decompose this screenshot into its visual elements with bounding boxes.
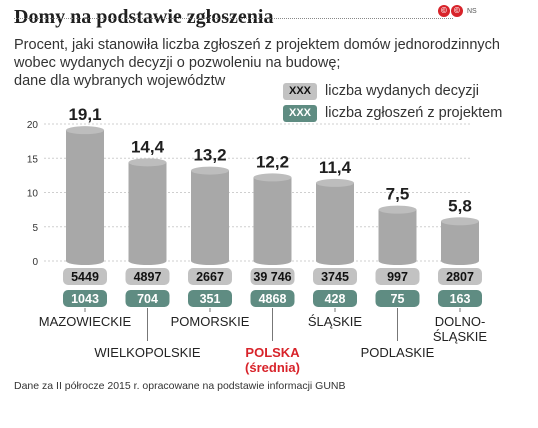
bar-top <box>128 158 167 167</box>
legend-label: liczba wydanych decyzji <box>325 83 479 99</box>
decisions-pill-value: 4897 <box>134 270 162 284</box>
category-label: POLSKA <box>245 345 300 360</box>
bar <box>66 130 104 265</box>
bar-top <box>253 173 292 182</box>
bar-top <box>191 166 229 175</box>
data-label: 13,2 <box>193 146 226 165</box>
data-label: 12,2 <box>256 152 289 171</box>
bar <box>191 170 229 265</box>
decisions-pill-value: 5449 <box>71 270 99 284</box>
bar <box>128 162 167 265</box>
data-label: 5,8 <box>448 196 472 215</box>
notifications-pill-value: 428 <box>325 292 346 306</box>
notifications-pill <box>250 290 295 307</box>
category-label: ŚLĄSKIE <box>433 329 488 344</box>
category-label: ŚLĄSKIE <box>308 314 363 329</box>
decisions-pill-value: 3745 <box>321 270 349 284</box>
legend-label: liczba zgłoszeń z projektem <box>325 105 503 121</box>
subtitle-line: dane dla wybranych województw <box>14 73 226 89</box>
bar-top <box>441 217 479 226</box>
notifications-pill-value: 1043 <box>71 292 99 306</box>
category-label: WIELKOPOLSKIE <box>94 345 201 360</box>
decisions-pill-value: 39 746 <box>253 270 291 284</box>
chart-title: Domy na podstawie zgłoszenia <box>14 6 274 28</box>
decisions-pill-value: 2807 <box>446 270 474 284</box>
category-label: PODLASKIE <box>361 345 435 360</box>
bar <box>316 182 354 265</box>
y-tick-label: 20 <box>27 120 39 131</box>
notifications-pill <box>63 290 107 307</box>
category-label: (średnia) <box>245 360 300 375</box>
decisions-pill <box>313 268 357 285</box>
data-label: 11,4 <box>319 158 352 177</box>
category-label: MAZOWIECKIE <box>39 314 132 329</box>
y-tick-label: 10 <box>27 189 39 200</box>
decisions-pill-value: 2667 <box>196 270 224 284</box>
notifications-pill-value: 163 <box>450 292 471 306</box>
legend-item-notifications: XXX liczba zgłoszeń z projektem <box>283 102 502 124</box>
y-tick-label: 5 <box>32 223 38 234</box>
notifications-pill <box>375 290 420 307</box>
notifications-pill <box>313 290 357 307</box>
decisions-pill <box>188 268 232 285</box>
chart-subtitle: Procent, jaki stanowiła liczba zgłoszeń … <box>14 36 500 90</box>
notifications-pill-value: 75 <box>391 292 405 306</box>
subtitle-line: wobec wydanych decyzji o pozwoleniu na b… <box>14 55 341 71</box>
logo-text: NS <box>467 7 477 15</box>
legend-swatch: XXX <box>283 82 317 100</box>
legend-swatch: XXX <box>283 104 317 122</box>
decisions-pill <box>125 268 170 285</box>
notifications-pill <box>188 290 232 307</box>
notifications-pill <box>125 290 170 307</box>
copyright-icon-2: © <box>451 5 463 17</box>
notifications-pill <box>438 290 482 307</box>
bar <box>253 177 292 265</box>
category-label: DOLNO- <box>435 314 486 329</box>
notifications-pill-value: 704 <box>137 292 158 306</box>
bar <box>378 209 417 265</box>
subtitle-line: Procent, jaki stanowiła liczba zgłoszeń … <box>14 37 500 53</box>
publisher-logo: © © NS <box>438 5 477 17</box>
copyright-icon: © <box>438 5 450 17</box>
decisions-pill <box>375 268 420 285</box>
data-label: 19,1 <box>68 105 101 124</box>
bar <box>441 221 479 265</box>
data-label: 7,5 <box>386 185 410 204</box>
bar-top <box>66 126 104 135</box>
bar-top <box>316 178 354 187</box>
footnote: Dane za II półrocze 2015 r. opracowane n… <box>14 380 346 392</box>
decisions-pill <box>250 268 295 285</box>
legend-item-decisions: XXX liczba wydanych decyzji <box>283 80 502 102</box>
decisions-pill <box>438 268 482 285</box>
y-tick-label: 15 <box>27 154 39 165</box>
notifications-pill-value: 4868 <box>259 292 287 306</box>
y-tick-label: 0 <box>32 257 38 268</box>
decisions-pill-value: 997 <box>387 270 408 284</box>
data-label: 14,4 <box>131 137 165 156</box>
category-label: POMORSKIE <box>171 314 250 329</box>
decisions-pill <box>63 268 107 285</box>
title-rule <box>14 18 453 19</box>
notifications-pill-value: 351 <box>200 292 221 306</box>
legend: XXX liczba wydanych decyzji XXX liczba z… <box>283 80 502 124</box>
bar-top <box>378 205 417 214</box>
